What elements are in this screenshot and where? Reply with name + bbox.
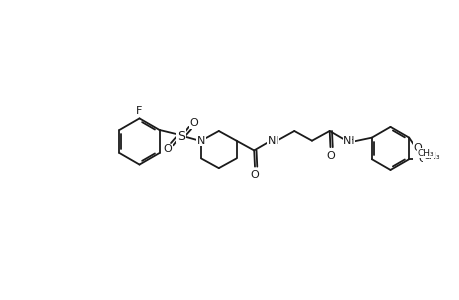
Text: O: O bbox=[325, 151, 334, 160]
Text: N: N bbox=[196, 136, 205, 146]
Text: O: O bbox=[250, 170, 259, 180]
Text: CH₃: CH₃ bbox=[417, 148, 433, 158]
Text: H: H bbox=[271, 136, 278, 146]
Text: O: O bbox=[418, 154, 426, 164]
Text: N: N bbox=[267, 136, 275, 146]
Text: F: F bbox=[136, 106, 142, 116]
Text: O: O bbox=[190, 118, 198, 128]
Text: O: O bbox=[163, 144, 172, 154]
Text: CH₃: CH₃ bbox=[422, 152, 439, 161]
Text: N: N bbox=[342, 136, 351, 146]
Text: S: S bbox=[177, 130, 185, 142]
Text: O: O bbox=[412, 143, 421, 153]
Text: H: H bbox=[346, 136, 353, 146]
